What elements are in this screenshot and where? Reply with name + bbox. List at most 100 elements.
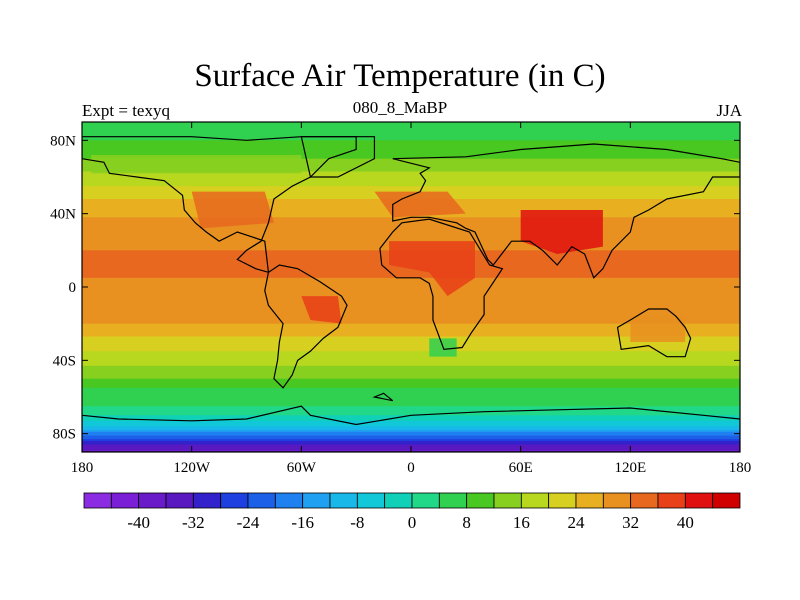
temperature-band — [82, 415, 740, 418]
experiment-label: Expt = texyq — [82, 101, 170, 120]
temperature-band — [82, 175, 740, 178]
temperature-band — [82, 140, 740, 143]
temperature-band — [82, 127, 740, 130]
coastline — [379, 218, 504, 350]
temperature-band — [82, 387, 740, 391]
coastline — [82, 405, 740, 452]
colorbar-swatch — [630, 492, 659, 509]
temperature-band — [82, 375, 740, 378]
colorbar-swatch — [493, 492, 522, 509]
coastline — [392, 143, 740, 279]
land-patch — [630, 314, 686, 342]
temperature-band — [82, 237, 740, 240]
coastline — [264, 264, 348, 389]
colorbar-swatch — [684, 492, 714, 509]
colorbar-tick-label: 24 — [568, 513, 586, 532]
temperature-band — [82, 149, 740, 152]
temperature-band — [82, 400, 740, 404]
temperature-band — [82, 268, 740, 272]
temperature-band — [82, 391, 740, 394]
temperature-band — [82, 292, 740, 295]
temperature-band — [82, 345, 740, 349]
temperature-band — [82, 299, 740, 303]
temperature-band — [82, 430, 740, 433]
temperature-band — [82, 133, 740, 136]
x-tick-label: 120E — [614, 460, 646, 476]
x-tick-label: 60E — [509, 460, 533, 476]
temperature-band — [82, 290, 740, 294]
temperature-band — [82, 386, 740, 389]
temperature-band — [82, 288, 740, 292]
colorbar-swatch — [411, 492, 440, 509]
temperature-band — [82, 155, 740, 158]
temperature-band — [82, 307, 740, 310]
temperature-band — [82, 233, 740, 237]
colorbar-tick-label: -8 — [350, 513, 364, 532]
colorbar-swatch — [165, 492, 194, 509]
temperature-band — [82, 182, 740, 185]
temperature-band — [82, 298, 740, 301]
colorbar-swatch — [220, 492, 249, 509]
temperature-band — [82, 325, 740, 328]
temperature-band — [82, 177, 740, 180]
land-warm-anomalies — [91, 155, 686, 357]
temperature-band — [82, 393, 740, 396]
temperature-band — [82, 184, 740, 187]
colorbar-tick-label: -40 — [127, 513, 150, 532]
temperature-band — [82, 287, 740, 290]
temperature-band — [82, 180, 740, 184]
temperature-band — [82, 444, 740, 448]
temperature-band — [82, 232, 740, 235]
coastline-outlines — [82, 136, 740, 452]
temperature-band — [82, 171, 740, 174]
temperature-band — [82, 312, 740, 316]
colorbar-swatch — [329, 492, 358, 509]
temperature-band — [82, 166, 740, 169]
land-patch — [191, 191, 274, 229]
temperature-band — [82, 433, 740, 437]
temperature-band — [82, 437, 740, 440]
colorbar-swatch — [438, 492, 468, 509]
colorbar-tick-label: 16 — [513, 513, 530, 532]
colorbar-swatch — [548, 492, 577, 509]
colorbar-swatch — [466, 492, 495, 509]
temperature-band — [82, 239, 740, 242]
temperature-band — [82, 294, 740, 297]
x-tick-label: 60W — [287, 460, 317, 476]
temperature-band — [82, 409, 740, 413]
temperature-band — [82, 147, 740, 151]
temperature-band — [82, 169, 740, 173]
colorbar-tick-label: 8 — [462, 513, 471, 532]
temperature-band — [82, 428, 740, 431]
temperature-band — [82, 354, 740, 358]
temperature-band — [82, 138, 740, 141]
temperature-band — [82, 173, 740, 176]
colorbar-swatch — [657, 492, 686, 509]
temperature-band — [82, 365, 740, 369]
colorbar-swatch — [192, 492, 222, 509]
temperature-band — [82, 136, 740, 140]
coastline — [82, 136, 357, 274]
temperature-band — [82, 164, 740, 167]
temperature-band — [82, 395, 740, 398]
temperature-band — [82, 353, 740, 356]
land-patch — [301, 296, 342, 324]
temperature-band — [82, 323, 740, 327]
temperature-band — [82, 321, 740, 325]
temperature-band — [82, 189, 740, 193]
land-patch — [520, 210, 603, 254]
temperature-band — [82, 285, 740, 288]
colorbar-tick-label: 0 — [408, 513, 417, 532]
temperature-band — [82, 314, 740, 317]
temperature-band — [82, 334, 740, 338]
temperature-band — [82, 369, 740, 372]
temperature-band — [82, 320, 740, 323]
temperature-band — [82, 338, 740, 341]
temperature-band — [82, 398, 740, 402]
temperature-band — [82, 310, 740, 314]
temperature-band — [82, 144, 740, 147]
temperature-band — [82, 422, 740, 426]
temperature-band — [82, 276, 740, 279]
y-tick-label: 0 — [69, 280, 77, 296]
x-tick-label: 120W — [173, 460, 211, 476]
